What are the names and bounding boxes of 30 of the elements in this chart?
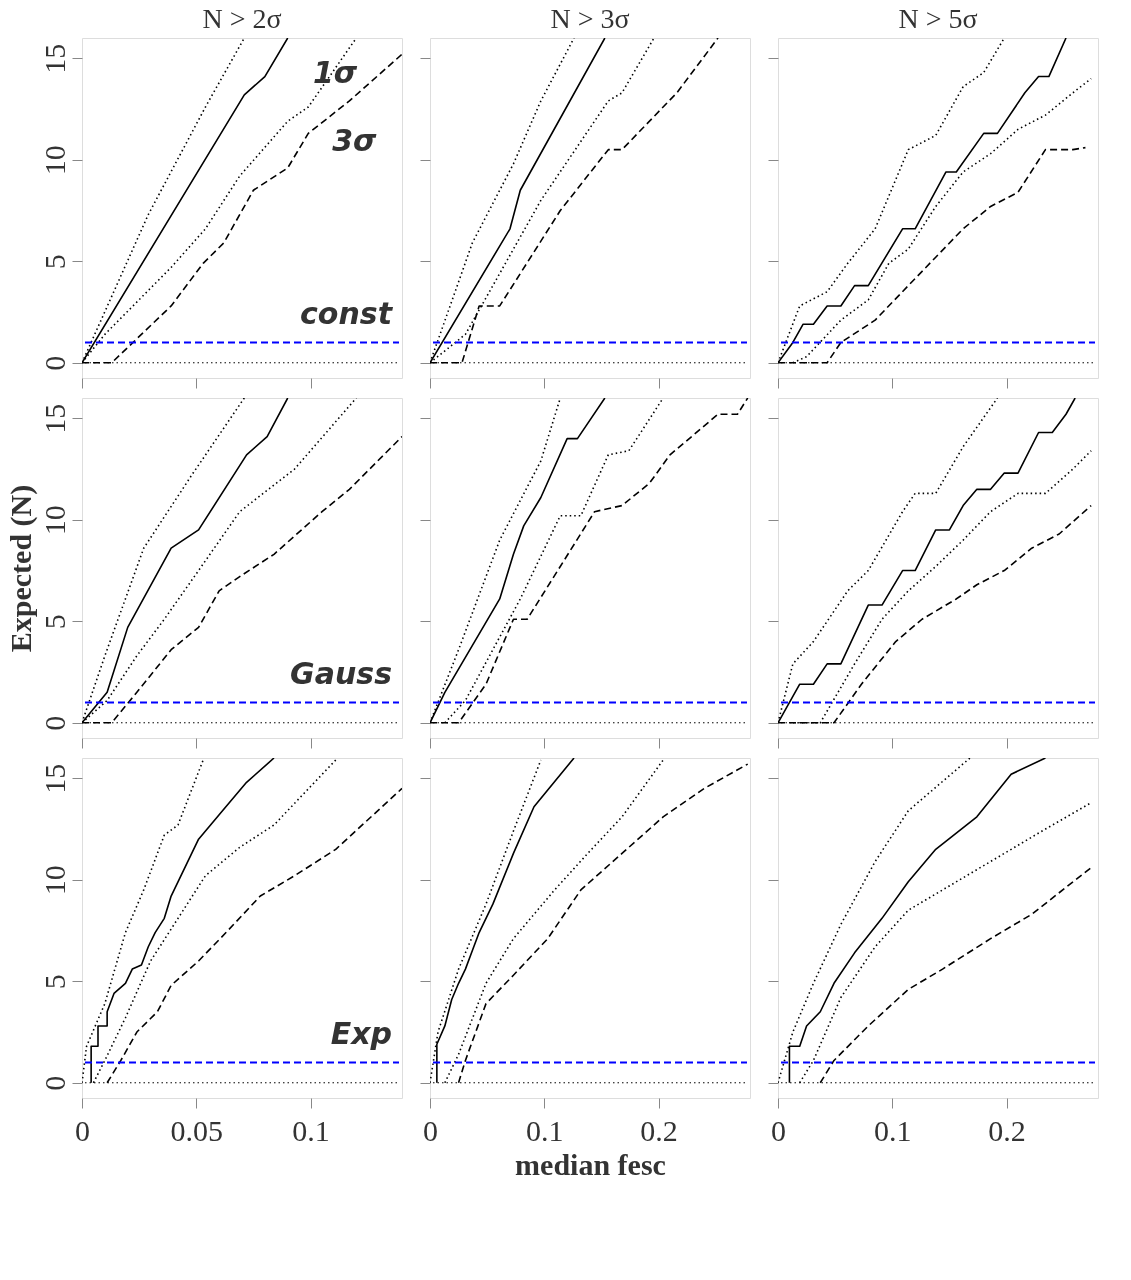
x-tick-label: 0.2 — [988, 1113, 1026, 1147]
x-axis-title: median fesc — [515, 1147, 666, 1181]
x-tick-label: 0.05 — [170, 1113, 224, 1147]
y-tick-label: 10 — [37, 505, 71, 536]
chart-title: N > 2σ — [202, 3, 282, 34]
annotation: const — [300, 296, 394, 332]
y-tick-label: 15 — [37, 403, 71, 434]
y-axis-title: Expected (N) — [3, 484, 38, 653]
x-tick-label: 0.2 — [640, 1113, 678, 1147]
y-tick-label: 5 — [37, 614, 71, 630]
y-tick-label: 0 — [37, 715, 71, 731]
x-tick-label: 0 — [423, 1113, 438, 1147]
x-tick-label: 0.1 — [874, 1113, 912, 1147]
y-tick-label: 10 — [37, 865, 71, 896]
annotation: 1σ — [312, 55, 358, 90]
y-tick-label: 15 — [37, 43, 71, 74]
annotation: Gauss — [290, 656, 392, 692]
x-tick-label: 0 — [771, 1113, 786, 1147]
chart-title: N > 5σ — [898, 3, 978, 34]
y-tick-label: 10 — [37, 145, 71, 176]
y-tick-label: 5 — [37, 254, 71, 270]
y-tick-label: 5 — [37, 974, 71, 990]
y-tick-label: 0 — [37, 355, 71, 371]
annotation: Exp — [330, 1016, 392, 1052]
chart-title: N > 3σ — [550, 3, 630, 34]
annotation: 3σ — [332, 123, 378, 158]
x-tick-label: 0.1 — [292, 1113, 330, 1147]
y-tick-label: 0 — [37, 1075, 71, 1091]
y-tick-label: 15 — [37, 763, 71, 794]
x-tick-label: 0.1 — [526, 1113, 564, 1147]
